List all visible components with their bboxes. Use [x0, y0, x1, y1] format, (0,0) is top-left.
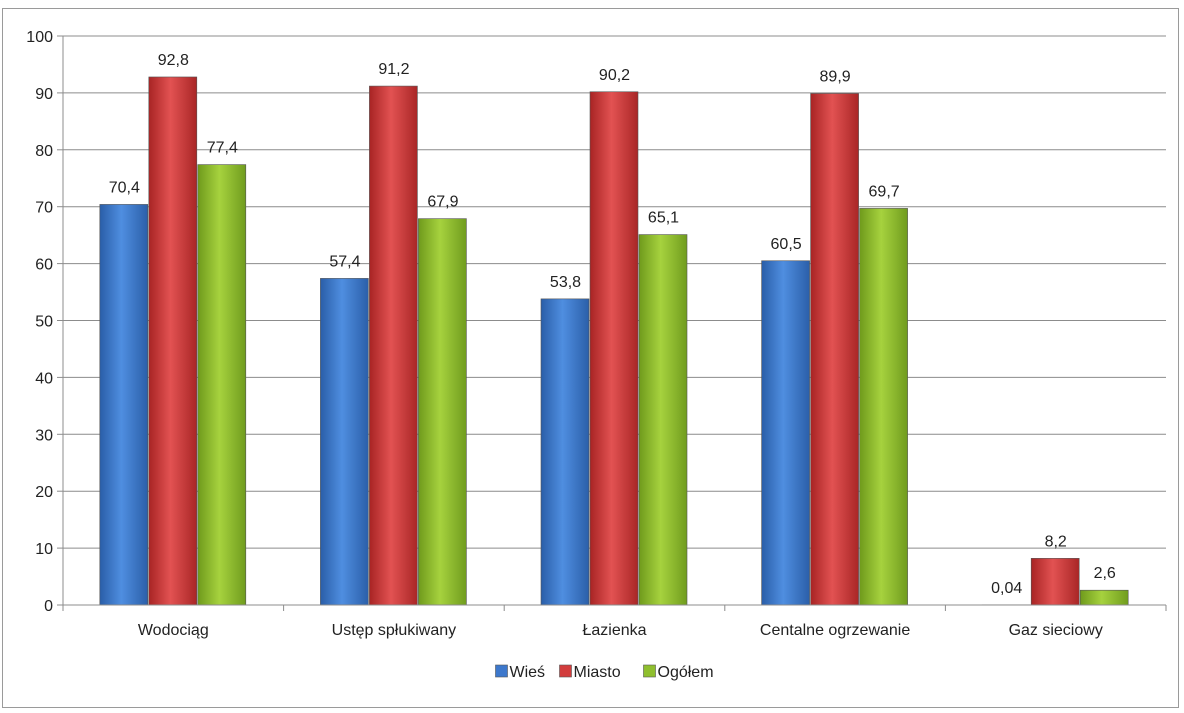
y-tick-label: 0	[44, 598, 53, 615]
x-axis: Wodociąg Ustęp spłukiwany Łazienka Centalne…	[62, 604, 1167, 639]
legend-label-wies: Wieś	[510, 664, 546, 681]
bars	[99, 76, 1129, 606]
bar-wies	[540, 298, 590, 606]
data-label: 57,4	[329, 253, 360, 270]
bar-chart: 0 10 20 30 40 50 60 70 80 90 100 70,4 92,8 77,4 57,4 9…	[26, 29, 1167, 681]
data-label: 65,1	[648, 210, 679, 227]
chart-frame: 0 10 20 30 40 50 60 70 80 90 100 70,4 92,8 77,4 57,4 9…	[2, 8, 1179, 708]
bar-ogolem	[418, 218, 467, 606]
bar-ogolem	[197, 164, 247, 606]
data-labels: 70,4 92,8 77,4 57,4 91,2 67,9 53,8 90,2 65,1 60,5…	[109, 52, 1116, 597]
bar-miasto	[810, 93, 859, 606]
category-label: Łazienka	[582, 622, 646, 639]
y-tick-label: 10	[35, 541, 53, 558]
bar-wies	[99, 204, 149, 606]
bar-wies	[320, 278, 369, 606]
category-label: Ustęp spłukiwany	[332, 622, 457, 639]
data-label: 90,2	[599, 67, 630, 84]
y-tick-label: 50	[35, 314, 53, 331]
bar-miasto	[369, 85, 418, 606]
data-label: 67,9	[427, 194, 458, 211]
data-label: 8,2	[1045, 533, 1067, 550]
y-tick-label: 20	[35, 484, 53, 501]
data-label: 77,4	[207, 140, 238, 157]
legend-swatch-wies	[495, 664, 508, 678]
bar-wies	[761, 260, 810, 606]
data-label: 69,7	[869, 183, 900, 200]
category-label: Centalne ogrzewanie	[760, 622, 910, 639]
bar-ogolem	[859, 208, 908, 606]
y-tick-label: 80	[35, 143, 53, 160]
legend: Wieś Miasto Ogółem	[495, 664, 714, 681]
bar-ogolem	[1079, 589, 1129, 606]
data-label: 91,2	[378, 61, 409, 78]
y-tick-label: 90	[35, 86, 53, 103]
data-label: 60,5	[771, 236, 802, 253]
y-tick-label: 100	[26, 29, 53, 46]
legend-swatch-ogolem	[643, 664, 656, 678]
bar-ogolem	[638, 234, 688, 606]
bar-miasto	[148, 76, 198, 606]
data-label: 2,6	[1094, 565, 1116, 582]
legend-label-miasto: Miasto	[574, 664, 621, 681]
y-tick-label: 60	[35, 257, 53, 274]
category-label: Wodociąg	[138, 622, 209, 639]
bar-miasto	[1030, 558, 1080, 606]
legend-swatch-miasto	[559, 664, 572, 678]
data-label: 0,04	[991, 580, 1022, 597]
data-label: 70,4	[109, 179, 140, 196]
y-axis: 0 10 20 30 40 50 60 70 80 90 100	[26, 29, 64, 615]
legend-label-ogolem: Ogółem	[658, 664, 714, 681]
y-tick-label: 30	[35, 427, 53, 444]
y-tick-label: 40	[35, 370, 53, 387]
bar-miasto	[589, 91, 639, 606]
data-label: 89,9	[820, 68, 851, 85]
category-label: Gaz sieciowy	[1009, 622, 1103, 639]
data-label: 92,8	[158, 52, 189, 69]
y-tick-label: 70	[35, 200, 53, 217]
data-label: 53,8	[550, 274, 581, 291]
